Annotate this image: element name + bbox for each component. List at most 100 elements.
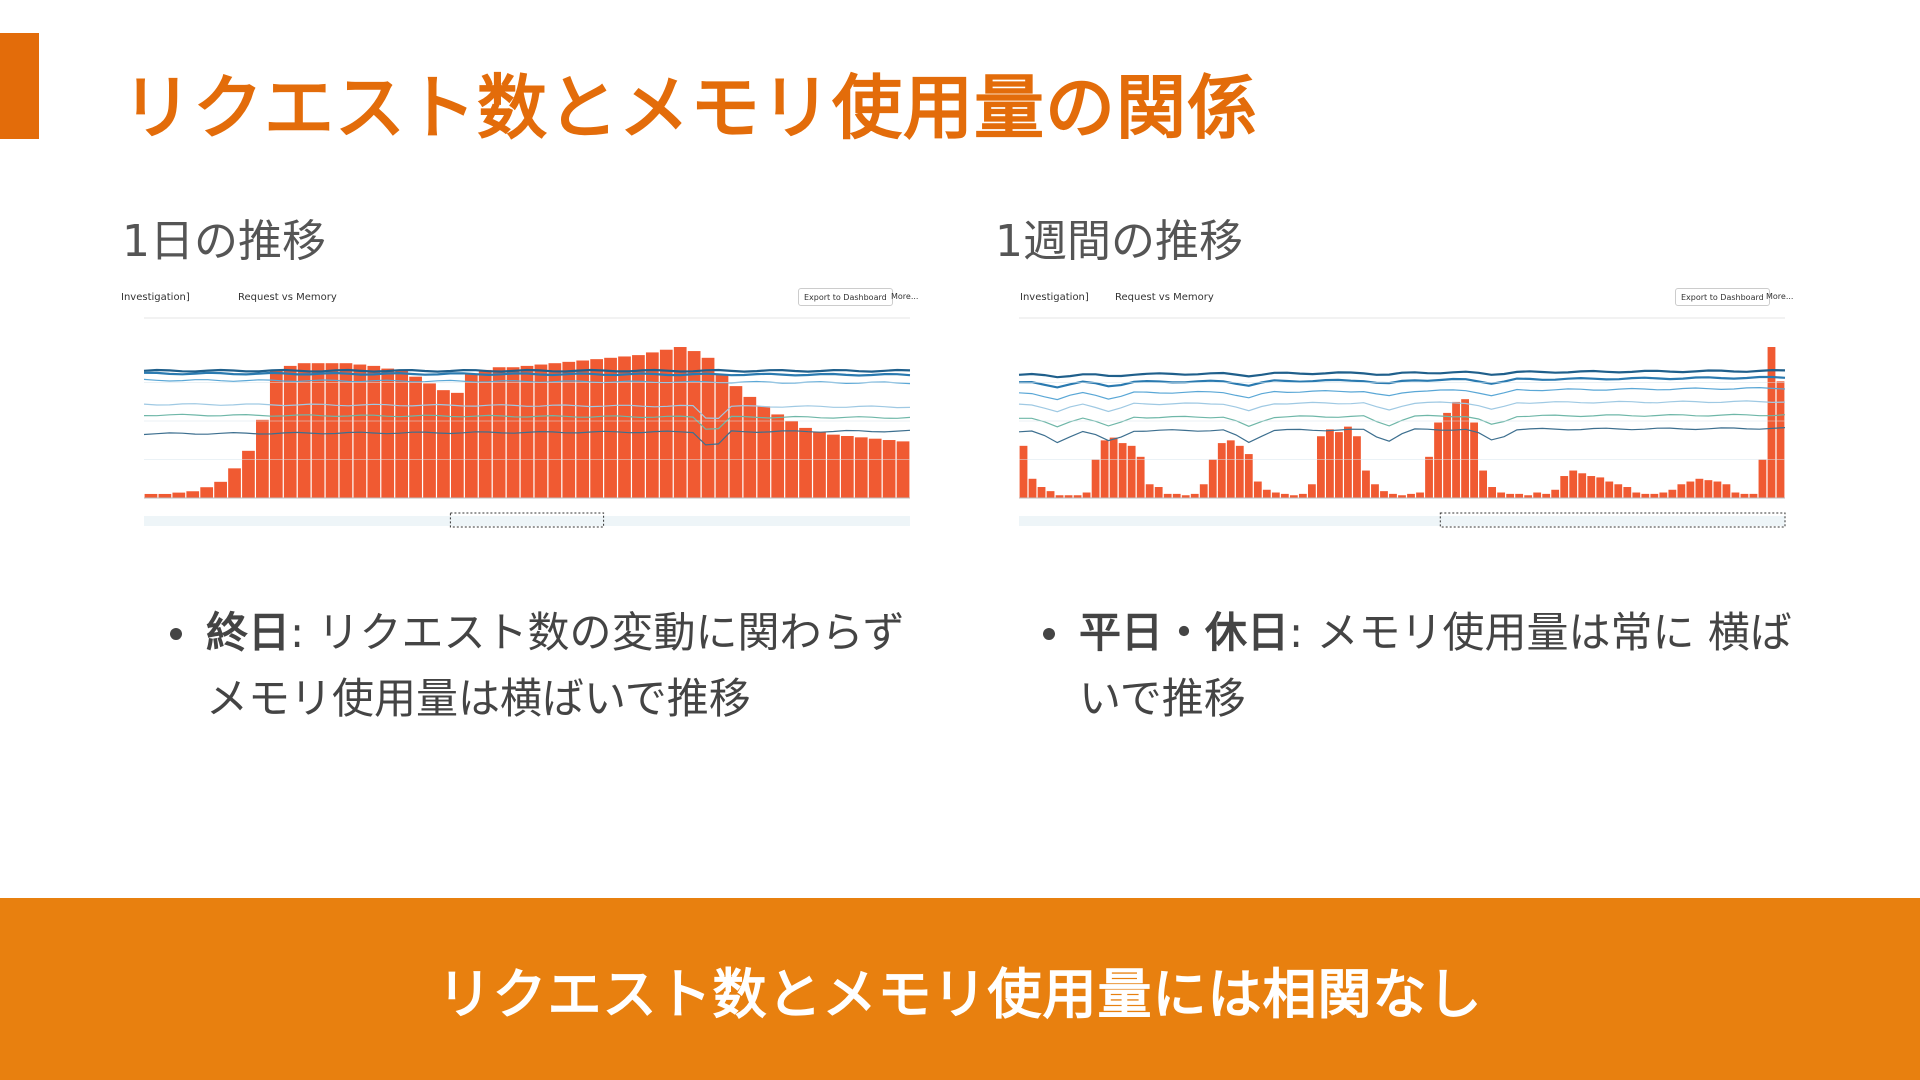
chart-bar xyxy=(1515,493,1524,498)
chart-bar xyxy=(1686,481,1695,498)
memory-series-line xyxy=(143,429,911,446)
memory-series-line xyxy=(1018,368,1786,379)
chart-bar xyxy=(1758,459,1767,498)
left-subtitle: 1日の推移 xyxy=(122,216,326,267)
memory-series-line xyxy=(1018,375,1786,389)
chart-bar xyxy=(854,437,868,498)
chart-bar xyxy=(451,392,464,498)
chart-bar xyxy=(1208,459,1217,498)
chart-bar xyxy=(1389,493,1397,498)
chart-bar xyxy=(409,376,422,498)
chart-bar xyxy=(1542,493,1551,498)
chart-bar xyxy=(743,396,757,498)
chart-bar xyxy=(1118,443,1127,498)
memory-series-line xyxy=(1018,400,1786,413)
conclusion-text: リクエスト数とメモリ使用量には相関なし xyxy=(437,962,1483,1026)
chart-bar xyxy=(1271,492,1280,498)
chart-bar xyxy=(1163,493,1172,498)
chart-bar xyxy=(1091,459,1100,498)
daily-bullet-text: : リクエスト数の変動に関わらず メモリ使用量は横ばいで推移 xyxy=(206,608,905,723)
chart-bar xyxy=(729,386,743,498)
chart-bar xyxy=(1046,491,1055,498)
chart-bar xyxy=(395,369,409,498)
chart-bar xyxy=(1506,493,1515,498)
chart-bar xyxy=(1731,492,1740,498)
chart-bar xyxy=(1289,495,1298,498)
chart-bar xyxy=(297,363,311,498)
daily-export-button[interactable]: Export to Dashboard xyxy=(798,288,893,306)
weekly-chart-breadcrumb[interactable]: Investigation] xyxy=(1020,292,1089,303)
daily-chart-breadcrumb[interactable]: Investigation] xyxy=(121,292,190,303)
memory-series-line xyxy=(1018,386,1786,401)
chart-bar xyxy=(1596,477,1605,498)
chart-bar xyxy=(1199,484,1208,498)
chart-bar xyxy=(562,361,576,498)
chart-bar xyxy=(158,493,172,498)
daily-chart-name: Request vs Memory xyxy=(238,292,337,303)
chart-bar xyxy=(687,351,701,498)
chart-bar xyxy=(1244,454,1253,498)
chart-bar xyxy=(1623,487,1632,498)
daily-chart-svg xyxy=(143,317,911,528)
conclusion-banner: リクエスト数とメモリ使用量には相関なし xyxy=(0,898,1920,1080)
chart-bar xyxy=(1668,489,1677,498)
slide-title: リクエスト数とメモリ使用量の関係 xyxy=(122,67,1258,149)
chart-bar xyxy=(214,481,227,498)
chart-bar xyxy=(1398,495,1406,498)
chart-bar xyxy=(1614,484,1623,498)
chart-bar xyxy=(1695,478,1704,498)
chart-bar xyxy=(1344,426,1352,498)
chart-bar xyxy=(144,493,158,498)
bullet-dot xyxy=(170,628,182,640)
memory-series-line xyxy=(143,378,911,385)
weekly-export-button[interactable]: Export to Dashboard xyxy=(1675,288,1770,306)
chart-bar xyxy=(478,369,492,498)
chart-bar xyxy=(896,441,910,498)
chart-bar xyxy=(1605,481,1614,498)
chart-bar xyxy=(311,363,325,498)
chart-bar xyxy=(1362,470,1370,498)
daily-more-button[interactable]: More... xyxy=(891,291,919,301)
memory-series-line xyxy=(143,413,911,430)
chart-bar xyxy=(1488,487,1497,498)
chart-bar xyxy=(1037,487,1046,498)
chart-bar xyxy=(1190,493,1199,498)
chart-bar xyxy=(228,468,241,498)
chart-bar xyxy=(1713,481,1722,498)
chart-bar xyxy=(1641,493,1650,498)
chart-bar xyxy=(882,440,896,498)
chart-bar xyxy=(1587,476,1596,498)
chart-bar xyxy=(771,414,785,498)
daily-chart-header: Investigation] Request vs Memory Export … xyxy=(118,284,926,312)
chart-bar xyxy=(1749,493,1758,498)
chart-bar xyxy=(200,487,214,498)
daily-bullet-bold: 終日 xyxy=(206,608,291,657)
chart-bar xyxy=(1316,436,1325,498)
memory-series-line xyxy=(143,368,911,373)
chart-bar xyxy=(242,450,255,498)
chart-bar xyxy=(548,363,562,498)
chart-bar xyxy=(757,406,771,498)
chart-bar xyxy=(673,347,687,498)
chart-bar xyxy=(423,383,436,498)
chart-bar xyxy=(1235,445,1244,498)
weekly-chart-name: Request vs Memory xyxy=(1115,292,1214,303)
chart-bar xyxy=(1109,437,1118,498)
chart-bar xyxy=(1100,440,1109,498)
chart-bar xyxy=(1452,401,1460,498)
weekly-more-button[interactable]: More... xyxy=(1766,291,1794,301)
chart-bar xyxy=(1425,456,1433,498)
chart-bar xyxy=(437,390,450,498)
range-navigator xyxy=(144,516,910,526)
chart-bar xyxy=(645,352,659,498)
chart-bar xyxy=(799,427,812,498)
title-accent-bar xyxy=(0,33,39,139)
weekly-chart-header: Investigation] Request vs Memory Export … xyxy=(993,284,1801,312)
chart-bar xyxy=(1326,429,1334,498)
chart-bar xyxy=(1497,492,1506,498)
daily-chart-panel: Investigation] Request vs Memory Export … xyxy=(118,284,926,534)
chart-bar xyxy=(1145,484,1154,498)
range-selector-handle xyxy=(1439,512,1786,528)
chart-bar xyxy=(1335,432,1343,498)
weekly-chart-panel: Investigation] Request vs Memory Export … xyxy=(993,284,1801,534)
